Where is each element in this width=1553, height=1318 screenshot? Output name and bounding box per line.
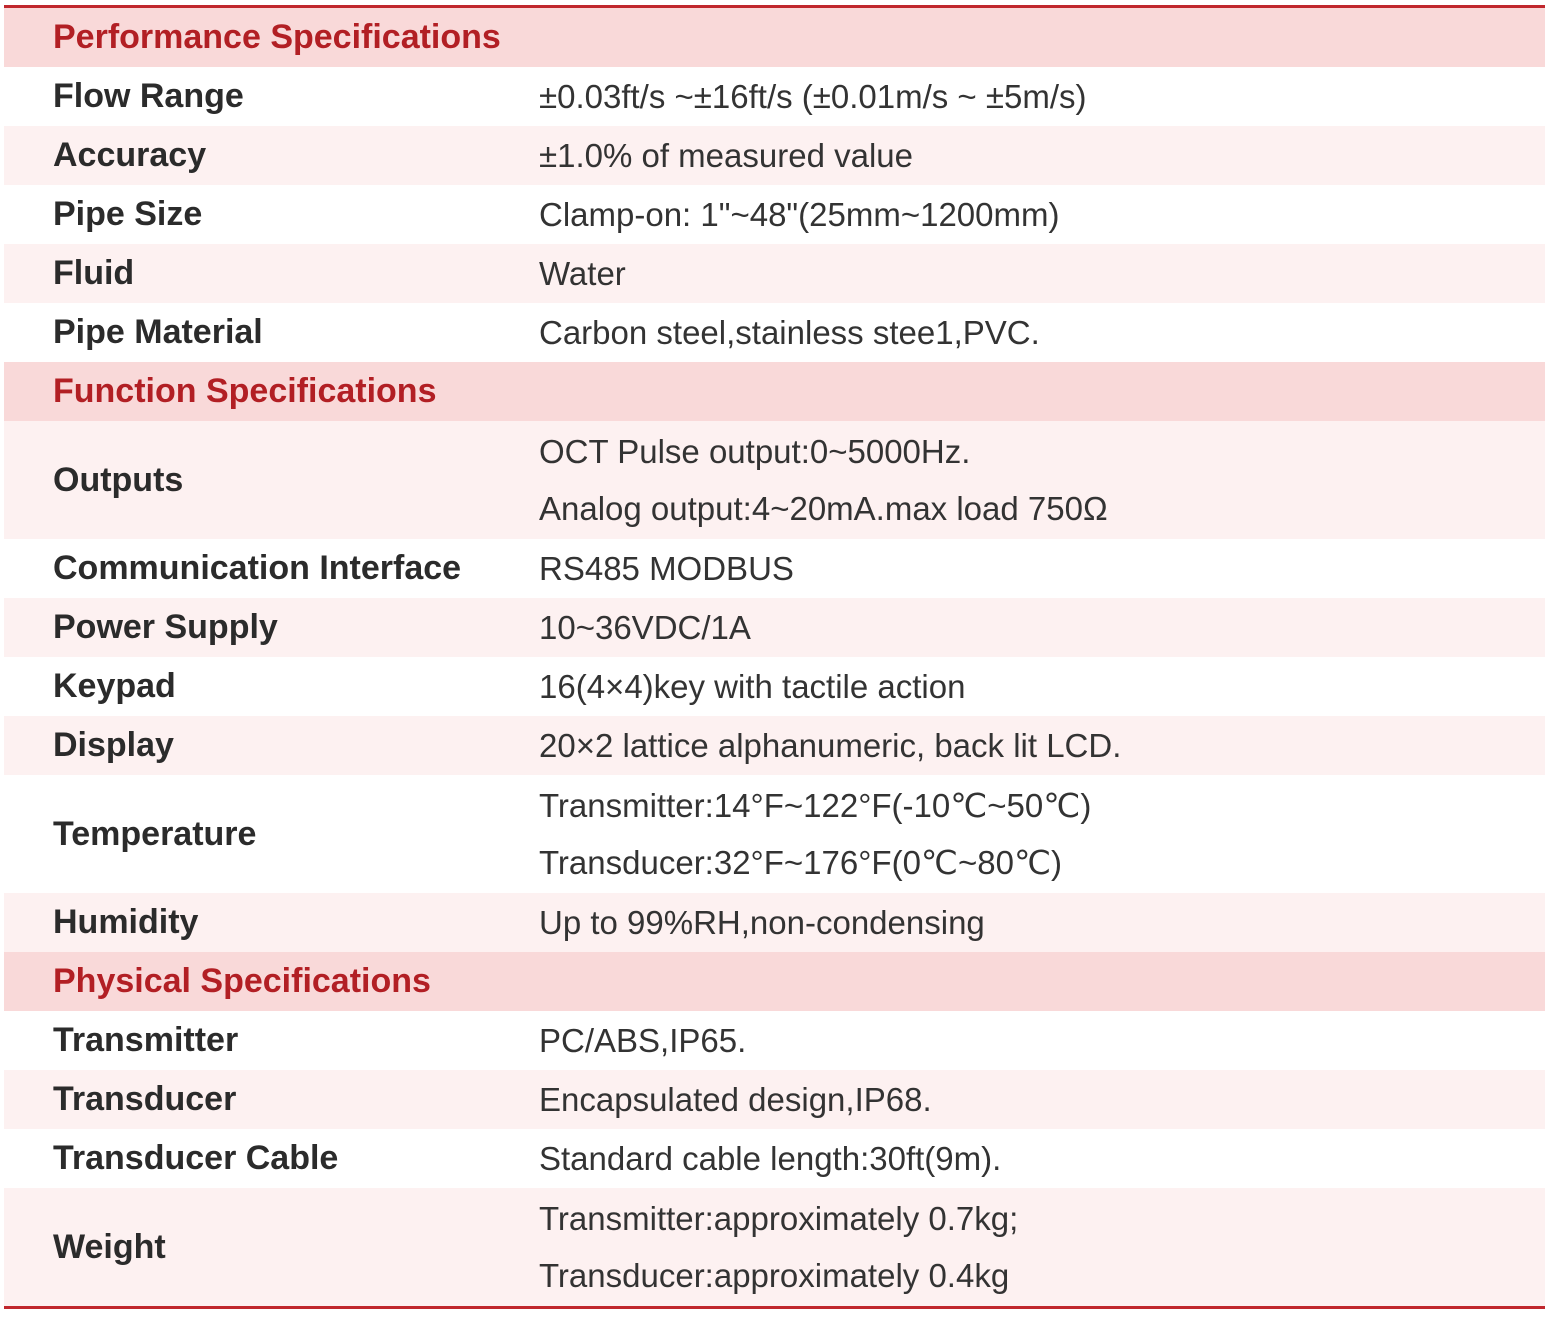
section-title: Performance Specifications [53, 18, 501, 56]
spec-value: ±1.0% of measured value [539, 137, 913, 174]
spec-value: Transmitter:approximately 0.7kg; Transdu… [539, 1200, 1019, 1294]
spec-row-humidity: Humidity Up to 99%RH,non-condensing [4, 893, 1545, 952]
spec-value: RS485 MODBUS [539, 550, 794, 587]
spec-value: Up to 99%RH,non-condensing [539, 904, 985, 941]
section-header-physical: Physical Specifications [4, 952, 1545, 1011]
spec-label: Outputs [53, 460, 184, 499]
spec-label: Power Supply [53, 608, 278, 646]
spec-row-transducer-cable: Transducer Cable Standard cable length:3… [4, 1129, 1545, 1188]
spec-row-outputs: Outputs OCT Pulse output:0~5000Hz. Analo… [4, 421, 1545, 539]
spec-row-display: Display 20×2 lattice alphanumeric, back … [4, 716, 1545, 775]
spec-label: Transducer [53, 1080, 237, 1118]
spec-label: Accuracy [53, 136, 207, 174]
spec-row-temperature: Temperature Transmitter:14°F~122°F(-10℃~… [4, 775, 1545, 893]
spec-row-keypad: Keypad 16(4×4)key with tactile action [4, 657, 1545, 716]
spec-value: Carbon steel,stainless stee1,PVC. [539, 314, 1040, 351]
spec-row-weight: Weight Transmitter:approximately 0.7kg; … [4, 1188, 1545, 1306]
section-title: Physical Specifications [53, 962, 431, 1000]
spec-value: Transmitter:14°F~122°F(-10℃~50℃) Transdu… [539, 787, 1092, 881]
spec-row-pipe-material: Pipe Material Carbon steel,stainless ste… [4, 303, 1545, 362]
spec-label: Transducer Cable [53, 1139, 339, 1177]
spec-table: Performance Specifications Flow Range ±0… [4, 5, 1545, 1309]
spec-value: Standard cable length:30ft(9m). [539, 1140, 1002, 1177]
spec-value: Encapsulated design,IP68. [539, 1081, 932, 1118]
spec-row-power-supply: Power Supply 10~36VDC/1A [4, 598, 1545, 657]
spec-row-flow-range: Flow Range ±0.03ft/s ~±16ft/s (±0.01m/s … [4, 67, 1545, 126]
spec-value: ±0.03ft/s ~±16ft/s (±0.01m/s ~ ±5m/s) [539, 78, 1087, 115]
spec-label: Flow Range [53, 77, 244, 115]
section-title: Function Specifications [53, 372, 437, 410]
spec-label: Humidity [53, 903, 199, 941]
spec-value: OCT Pulse output:0~5000Hz. Analog output… [539, 433, 1108, 527]
spec-value: Water [539, 255, 626, 292]
spec-value: 16(4×4)key with tactile action [539, 668, 966, 705]
spec-row-accuracy: Accuracy ±1.0% of measured value [4, 126, 1545, 185]
spec-row-pipe-size: Pipe Size Clamp-on: 1"~48"(25mm~1200mm) [4, 185, 1545, 244]
spec-label: Keypad [53, 667, 176, 705]
spec-value: PC/ABS,IP65. [539, 1022, 747, 1059]
spec-label: Display [53, 726, 174, 764]
spec-label: Weight [53, 1227, 166, 1266]
spec-row-transmitter: Transmitter PC/ABS,IP65. [4, 1011, 1545, 1070]
spec-value: 20×2 lattice alphanumeric, back lit LCD. [539, 727, 1122, 764]
spec-label: Temperature [53, 814, 257, 853]
section-header-function: Function Specifications [4, 362, 1545, 421]
spec-label: Fluid [53, 254, 135, 292]
spec-row-communication-interface: Communication Interface RS485 MODBUS [4, 539, 1545, 598]
spec-label: Communication Interface [53, 549, 462, 587]
section-header-performance: Performance Specifications [4, 8, 1545, 67]
spec-row-transducer: Transducer Encapsulated design,IP68. [4, 1070, 1545, 1129]
spec-value: Clamp-on: 1"~48"(25mm~1200mm) [539, 196, 1060, 233]
spec-label: Transmitter [53, 1021, 239, 1059]
spec-label: Pipe Size [53, 195, 203, 233]
spec-label: Pipe Material [53, 313, 263, 351]
spec-row-fluid: Fluid Water [4, 244, 1545, 303]
spec-value: 10~36VDC/1A [539, 609, 751, 646]
